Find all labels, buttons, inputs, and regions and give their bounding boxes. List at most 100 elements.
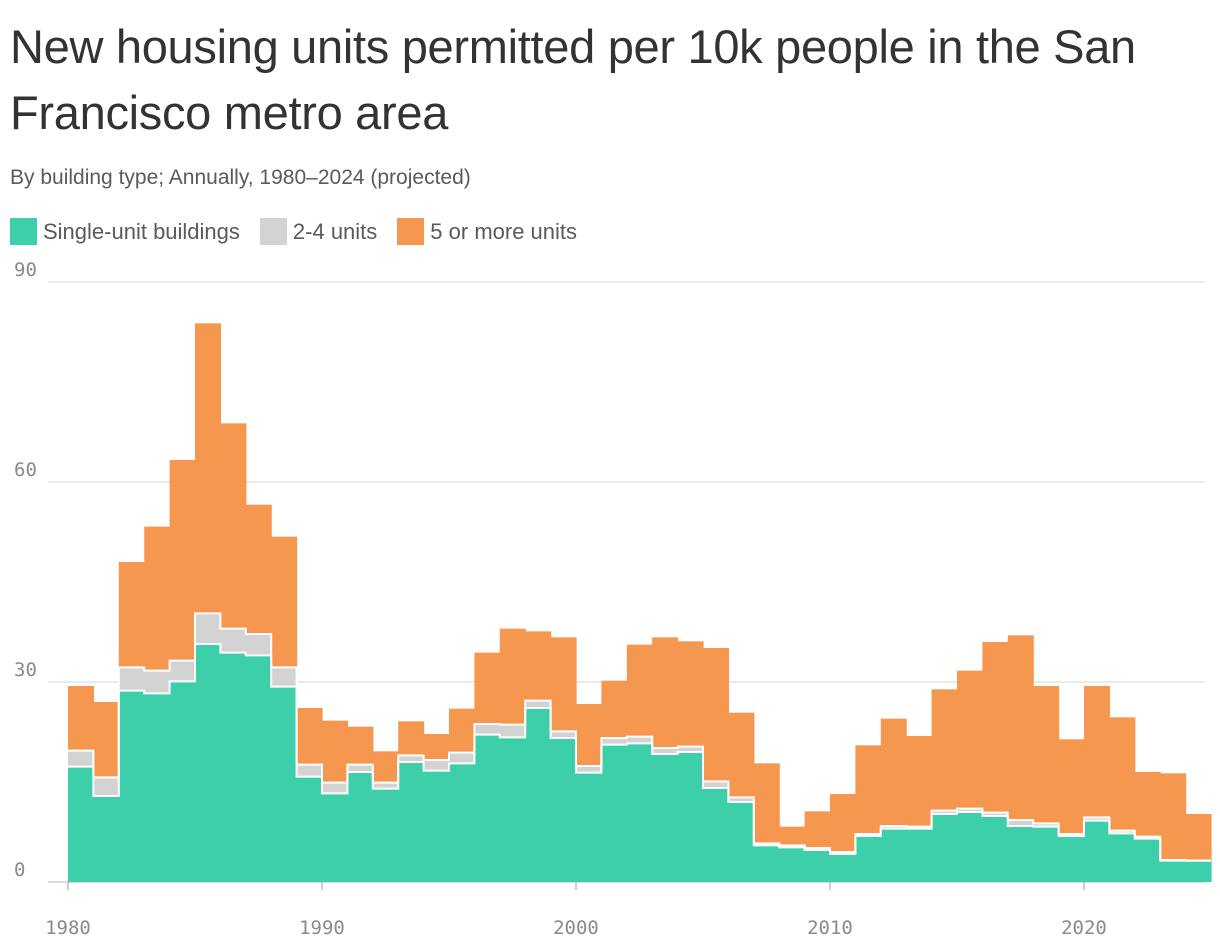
bar-5-plus-units — [245, 504, 272, 634]
bar-single-unit — [957, 812, 983, 882]
bar-2-4-units — [677, 746, 704, 752]
bar-single-unit — [652, 754, 679, 882]
bar-single-unit — [1109, 833, 1136, 882]
bar-single-unit — [931, 814, 958, 882]
bar-single-unit — [880, 828, 907, 882]
bar-2-4-units — [703, 781, 729, 788]
bar-5-plus-units — [779, 826, 806, 846]
bar-2-4-units — [169, 660, 196, 682]
bar-5-plus-units — [474, 652, 501, 724]
bar-2-4-units — [449, 752, 475, 764]
bar-2-4-units — [931, 810, 958, 814]
bar-5-plus-units — [296, 708, 323, 765]
bar-2-4-units — [398, 755, 425, 762]
bar-single-unit — [779, 847, 806, 882]
bar-2-4-units — [1007, 820, 1034, 826]
bar-5-plus-units — [880, 718, 907, 826]
bar-5-plus-units — [626, 644, 653, 737]
bar-single-unit — [1033, 826, 1060, 882]
bar-single-unit — [245, 655, 272, 882]
legend-item-single-unit: Single-unit buildings — [10, 218, 240, 245]
bar-2-4-units — [601, 738, 628, 745]
bar-5-plus-units — [144, 526, 171, 671]
bar-2-4-units — [880, 826, 907, 829]
layer-separators — [68, 612, 1211, 862]
bar-single-unit — [525, 708, 552, 882]
bar-5-plus-units — [957, 670, 983, 809]
bar-5-plus-units — [499, 628, 526, 725]
bar-single-unit — [728, 802, 755, 882]
bar-2-4-units — [626, 736, 653, 744]
y-tick-label: 90 — [14, 259, 37, 281]
bar-single-unit — [1084, 820, 1110, 882]
bar-2-4-units — [499, 724, 526, 738]
bar-2-4-units — [1084, 817, 1110, 821]
bar-2-4-units — [347, 764, 374, 772]
bar-2-4-units — [957, 808, 983, 812]
legend-swatch-5-plus-units — [397, 218, 425, 245]
legend: Single-unit buildings 2-4 units 5 or mor… — [10, 218, 597, 245]
bar-2-4-units — [652, 748, 679, 754]
bar-single-unit — [804, 850, 831, 882]
bar-5-plus-units — [1058, 739, 1085, 834]
bar-single-unit — [1134, 838, 1161, 882]
bar-single-unit — [220, 652, 247, 882]
bar-2-4-units — [1033, 823, 1060, 827]
bar-single-unit — [271, 686, 298, 882]
x-tick-label: 2020 — [1061, 917, 1107, 939]
bar-single-unit — [169, 681, 196, 882]
x-tick-label: 2000 — [553, 917, 599, 939]
bar-5-plus-units — [398, 721, 425, 756]
bar-5-plus-units — [118, 562, 145, 668]
bar-single-unit — [347, 772, 374, 882]
bar-5-plus-units — [1185, 814, 1212, 861]
bar-2-4-units — [220, 628, 247, 653]
bar-5-plus-units — [728, 712, 755, 798]
bar-single-unit — [449, 763, 475, 882]
y-tick-label: 0 — [14, 859, 25, 881]
y-tick-label: 30 — [14, 659, 37, 681]
bar-single-unit — [982, 816, 1009, 882]
bar-5-plus-units — [525, 631, 552, 701]
bar-2-4-units — [728, 797, 755, 802]
bar-5-plus-units — [753, 763, 780, 844]
bar-2-4-units — [245, 634, 272, 656]
legend-label-2-4-units: 2-4 units — [292, 218, 378, 244]
bar-5-plus-units — [372, 751, 399, 783]
bar-5-plus-units — [652, 637, 679, 748]
y-tick-label: 60 — [14, 459, 37, 481]
legend-item-5-plus-units: 5 or more units — [397, 218, 577, 245]
legend-label-5-plus-units: 5 or more units — [430, 218, 578, 244]
legend-swatch-single-unit — [10, 218, 37, 245]
bar-2-4-units — [271, 667, 298, 687]
bar-5-plus-units — [982, 642, 1009, 813]
bar-single-unit — [296, 776, 323, 882]
bar-5-plus-units — [1084, 686, 1110, 818]
bar-5-plus-units — [906, 736, 933, 827]
bar-single-unit — [550, 738, 577, 882]
bar-single-unit — [322, 793, 348, 882]
bar-5-plus-units — [220, 423, 247, 629]
bar-5-plus-units — [93, 702, 120, 778]
bar-2-4-units — [322, 782, 348, 794]
bar-5-plus-units — [169, 460, 196, 661]
bar-2-4-units — [118, 667, 145, 691]
bar-2-4-units — [68, 750, 94, 767]
bar-5-plus-units — [1007, 635, 1034, 820]
bar-2-4-units — [93, 777, 120, 796]
bar-5-plus-units — [855, 745, 882, 834]
bar-2-4-units — [525, 700, 552, 708]
bar-single-unit — [423, 770, 450, 882]
bar-single-unit — [1058, 836, 1085, 882]
legend-swatch-2-4-units — [259, 218, 287, 245]
bar-2-4-units — [550, 731, 577, 738]
bar-5-plus-units — [449, 708, 475, 753]
bar-5-plus-units — [550, 637, 577, 732]
x-tick-label: 2010 — [807, 917, 853, 939]
x-tick-label: 1980 — [45, 917, 91, 939]
bar-single-unit — [855, 836, 882, 882]
bar-5-plus-units — [1134, 772, 1161, 837]
chart-title: New housing units permitted per 10k peop… — [10, 20, 1136, 139]
bar-2-4-units — [195, 613, 221, 644]
bar-single-unit — [703, 788, 729, 882]
